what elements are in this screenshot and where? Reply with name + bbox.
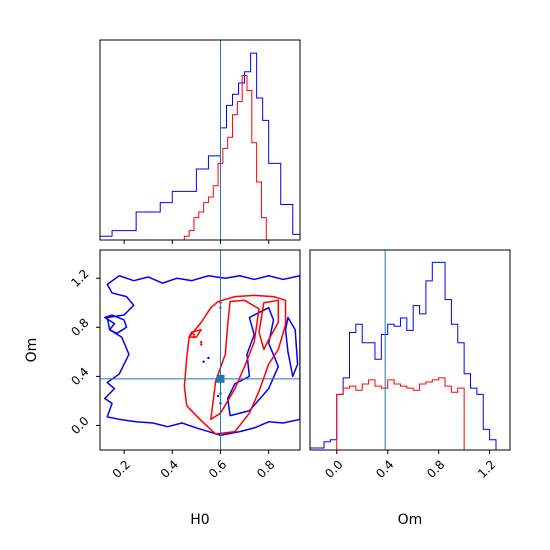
- joint-ytick-label: 0.8: [68, 316, 91, 339]
- om-histogram-xtick-label: 0.0: [322, 457, 345, 480]
- contour-blue-0: [104, 275, 300, 437]
- joint-ytick-label: 1.2: [68, 267, 91, 290]
- sample-dot-red: [200, 340, 203, 344]
- contour-blue-1: [104, 314, 128, 335]
- h0-histogram-blue: [100, 52, 300, 240]
- om-histogram-red: [336, 377, 465, 450]
- contour-red-7: [188, 329, 202, 338]
- om-histogram-xtick-label: 0.4: [373, 457, 396, 480]
- contour-red-5: [210, 299, 260, 421]
- x-axis-label-h0: H0: [190, 512, 209, 528]
- contour-red-6: [258, 299, 280, 351]
- om-histogram-xtick-label: 1.2: [475, 457, 498, 480]
- joint-xtick-label: 0.6: [206, 457, 229, 480]
- sample-dot-red: [192, 333, 196, 336]
- joint-xtick-label: 0.8: [254, 457, 277, 480]
- om-histogram-xtick-label: 0.8: [424, 457, 447, 480]
- sample-dot-blue: [202, 360, 205, 363]
- contour-group: [104, 275, 300, 437]
- om-histogram-blue: [310, 261, 497, 450]
- contour-red-4: [183, 294, 287, 435]
- truth-marker: [216, 374, 225, 383]
- sample-dot-red: [200, 343, 203, 346]
- sample-dot-red: [192, 335, 196, 339]
- h0-histogram-frame: [99, 39, 301, 241]
- contour-blue-3: [284, 316, 299, 378]
- h0-histogram-red: [183, 75, 267, 240]
- x-axis-label-om: Om: [398, 512, 423, 528]
- sample-dot-blue: [216, 394, 220, 398]
- sample-dot-blue: [207, 356, 210, 360]
- joint-ytick-label: 0.4: [68, 365, 91, 388]
- joint-xtick-label: 0.4: [158, 457, 181, 480]
- joint-ytick-label: 0.0: [68, 414, 91, 437]
- y-axis-label-om: Om: [24, 338, 40, 363]
- joint-xtick-label: 0.2: [110, 457, 133, 480]
- om-histogram-frame: [309, 249, 511, 451]
- joint-frame: [99, 249, 301, 451]
